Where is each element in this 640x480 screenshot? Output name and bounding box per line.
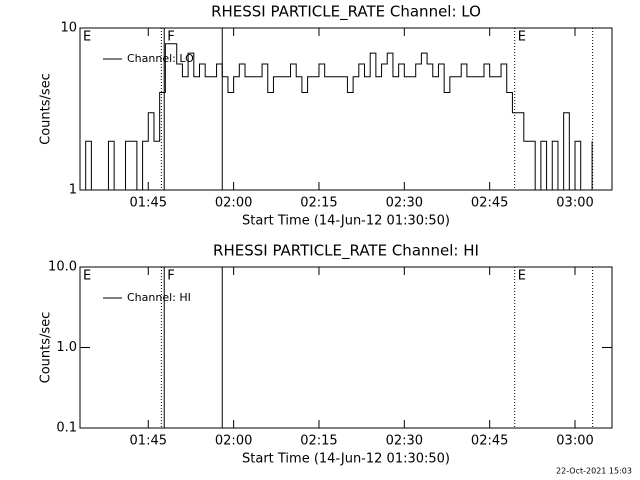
x-tick-label: 02:45 bbox=[471, 434, 508, 449]
x-tick-label: 02:30 bbox=[386, 196, 423, 211]
y-tick-label: 1 bbox=[69, 183, 77, 198]
data-line bbox=[80, 43, 593, 191]
x-tick-label: 02:15 bbox=[300, 196, 337, 211]
x-axis-label: Start Time (14-Jun-12 01:30:50) bbox=[242, 214, 450, 229]
x-axis-label: Start Time (14-Jun-12 01:30:50) bbox=[242, 452, 450, 467]
event-label: E bbox=[83, 30, 91, 45]
x-tick-label: 02:00 bbox=[215, 434, 252, 449]
y-axis-label: Counts/sec bbox=[39, 312, 54, 384]
chart-title: RHESSI PARTICLE_RATE Channel: HI bbox=[213, 242, 479, 261]
y-tick-label: 10 bbox=[60, 21, 77, 36]
x-tick-label: 03:00 bbox=[556, 196, 593, 211]
x-tick-label: 02:00 bbox=[215, 196, 252, 211]
x-tick-label: 01:45 bbox=[130, 434, 167, 449]
footer: 22-Oct-2021 15:03 bbox=[556, 467, 632, 476]
x-tick-label: 02:45 bbox=[471, 196, 508, 211]
chart-title: RHESSI PARTICLE_RATE Channel: LO bbox=[211, 3, 481, 22]
event-label: E bbox=[518, 30, 526, 45]
y-tick-label: 0.1 bbox=[56, 421, 77, 436]
x-tick-label: 03:00 bbox=[556, 434, 593, 449]
event-label: E bbox=[518, 269, 526, 284]
y-axis-label: Counts/sec bbox=[39, 73, 54, 145]
legend-label: Channel: LO bbox=[127, 52, 194, 65]
event-label: F bbox=[167, 30, 174, 45]
y-tick-label: 1.0 bbox=[56, 340, 77, 355]
x-tick-label: 02:15 bbox=[300, 434, 337, 449]
y-tick-label: 10.0 bbox=[48, 260, 77, 275]
legend-label: Channel: HI bbox=[127, 291, 191, 304]
x-tick-label: 01:45 bbox=[130, 196, 167, 211]
event-label: E bbox=[83, 269, 91, 284]
event-label: F bbox=[167, 269, 174, 284]
x-tick-label: 02:30 bbox=[386, 434, 423, 449]
